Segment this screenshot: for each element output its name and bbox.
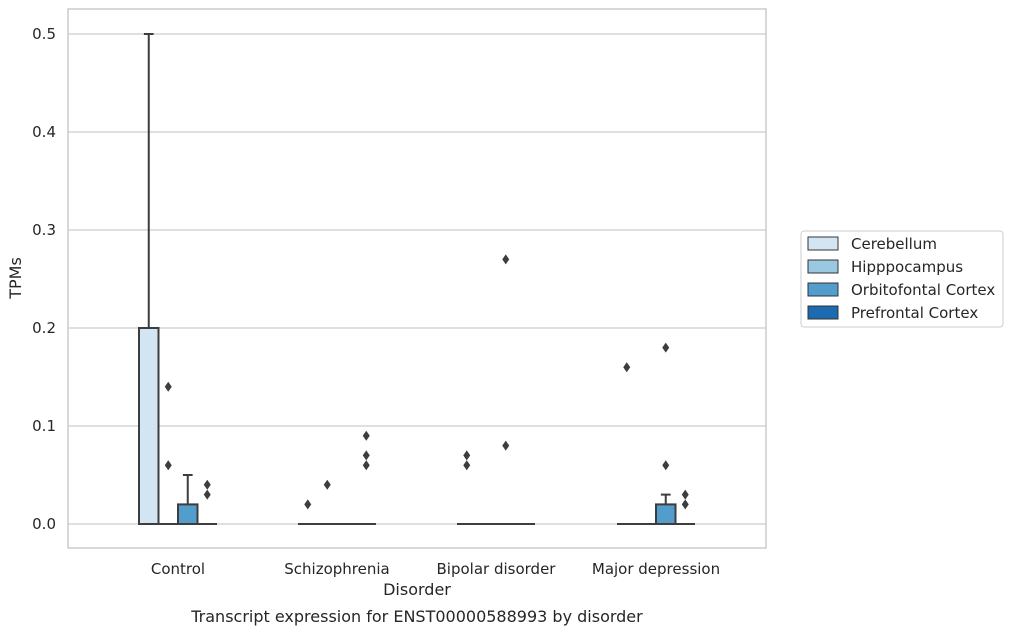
box-cerebellum: [298, 499, 318, 525]
outlier-point: [502, 254, 510, 265]
y-tick-label: 0.5: [32, 25, 56, 43]
y-tick-label: 0.4: [32, 123, 56, 141]
chart-caption: Transcript expression for ENST0000058899…: [190, 607, 643, 626]
box-hipppocampus: [317, 479, 337, 525]
box-orbitofontal-cortex: [177, 474, 199, 525]
legend-swatch: [807, 282, 839, 297]
x-tick-label: Major depression: [592, 560, 720, 578]
outlier-point: [662, 460, 670, 471]
box-plot-series: [138, 33, 695, 525]
box-orbitofontal-cortex: [496, 254, 516, 525]
legend-entry: Orbitofontal Cortex: [807, 281, 995, 299]
y-axis-ticks: 0.0 0.1 0.2 0.3 0.4 0.5: [32, 25, 56, 533]
outlier-point: [203, 479, 211, 490]
outlier-point: [203, 489, 211, 500]
outlier-point: [662, 342, 670, 353]
x-tick-label: Control: [151, 560, 205, 578]
outlier-point: [362, 450, 370, 461]
outlier-point: [164, 460, 172, 471]
outlier-point: [164, 381, 172, 392]
x-tick-label: Schizophrenia: [284, 560, 389, 578]
y-tick-label: 0.1: [32, 417, 56, 435]
y-tick-label: 0.3: [32, 221, 56, 239]
grid-lines: [68, 33, 766, 525]
outlier-point: [463, 460, 471, 471]
legend-label: Orbitofontal Cortex: [851, 281, 995, 299]
outlier-point: [463, 450, 471, 461]
legend-entry: Cerebellum: [807, 235, 937, 253]
box-body: [655, 503, 677, 525]
box-cerebellum: [138, 33, 160, 525]
outlier-point: [681, 499, 689, 510]
outlier-point: [304, 499, 312, 510]
outlier-point: [362, 460, 370, 471]
legend-label: Cerebellum: [851, 235, 937, 253]
outlier-point: [502, 440, 510, 451]
y-tick-label: 0.0: [32, 515, 56, 533]
box-cerebellum: [617, 362, 637, 525]
x-axis-ticks: Control Schizophrenia Bipolar disorder Majo…: [151, 560, 720, 578]
legend-swatch: [807, 259, 839, 274]
legend-swatch: [807, 305, 839, 320]
legend-swatch: [807, 236, 839, 251]
outlier-point: [681, 489, 689, 500]
box-hipppocampus: [158, 381, 178, 525]
x-axis-label: Disorder: [383, 580, 451, 599]
outlier-point: [362, 430, 370, 441]
box-prefrontal-cortex: [197, 479, 217, 525]
box-prefrontal-cortex: [356, 430, 376, 525]
legend: Cerebellum Hipppocampus Orbitofontal Corte…: [800, 230, 1004, 328]
plot-area-frame: [67, 8, 767, 549]
box-orbitofontal-cortex: [655, 342, 677, 525]
box-prefrontal-cortex: [675, 489, 695, 525]
y-tick-label: 0.2: [32, 319, 56, 337]
y-axis-label: TPMs: [6, 257, 25, 300]
legend-label: Hipppocampus: [851, 258, 963, 276]
outlier-point: [323, 479, 331, 490]
box-cerebellum: [457, 450, 477, 525]
box-body: [177, 503, 199, 525]
legend-entry: Hipppocampus: [807, 258, 963, 276]
legend-entry: Prefrontal Cortex: [807, 304, 978, 322]
box-body: [138, 327, 160, 525]
legend-frame: [800, 230, 1004, 328]
x-tick-label: Bipolar disorder: [437, 560, 557, 578]
outlier-point: [623, 362, 631, 373]
legend-label: Prefrontal Cortex: [851, 304, 978, 322]
